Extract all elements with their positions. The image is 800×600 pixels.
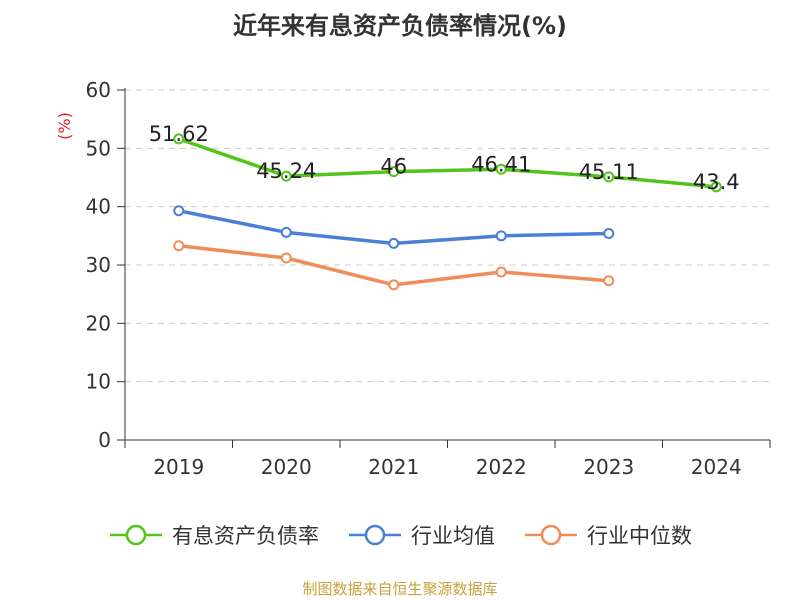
data-label: 45.24 [256,159,316,183]
legend-item[interactable]: 行业均值 [347,520,495,550]
y-tick-label: 60 [86,78,111,102]
data-point [603,228,615,239]
x-tick-label: 2024 [691,455,742,479]
data-point [603,275,615,287]
data-point [495,266,507,278]
y-axis-label: (%) [55,112,74,140]
data-point [710,181,722,193]
data-point [603,171,615,183]
data-point [388,237,400,249]
legend-label: 有息资产负债率 [172,524,319,548]
data-label: 45.11 [579,160,639,184]
y-tick-label: 50 [86,136,111,160]
y-tick-label: 40 [86,195,111,219]
legend-marker-icon [110,524,162,546]
data-point [495,163,507,175]
x-tick-label: 2022 [476,455,527,479]
data-point [173,133,185,145]
data-point [388,166,400,178]
legend-marker-icon [349,524,401,546]
legend-marker-circle [125,524,147,546]
data-label: 43.4 [693,170,740,194]
legend-label: 行业中位数 [587,524,692,548]
data-point [280,226,292,238]
legend-item[interactable]: 有息资产负债率 [108,520,319,550]
data-point [173,240,185,252]
y-tick-label: 30 [86,253,111,277]
y-tick-label: 20 [86,311,111,335]
data-label: 46 [380,155,407,179]
chart-title: 近年来有息资产负债率情况(%) [233,12,567,40]
legend-marker-icon [525,524,577,546]
data-point [173,205,185,217]
data-label: 51.62 [149,122,209,146]
y-tick-label: 10 [86,370,111,394]
legend-item[interactable]: 行业中位数 [523,520,692,550]
x-tick-label: 2023 [583,455,634,479]
data-point [495,230,507,242]
source-note: 制图数据来自恒生聚源数据库 [302,580,498,598]
data-point [280,252,292,264]
legend: 有息资产负债率 行业均值 行业中位数 [0,520,800,550]
y-tick-label: 0 [98,428,111,452]
legend-marker-circle [540,524,562,546]
x-tick-label: 2020 [261,455,312,479]
legend-marker-circle [364,524,386,546]
x-tick-label: 2019 [153,455,204,479]
legend-label: 行业均值 [411,524,495,548]
x-tick-label: 2021 [368,455,419,479]
data-point [388,279,400,291]
data-point [280,170,292,182]
data-label: 46.41 [471,152,531,176]
series-line [178,137,717,189]
